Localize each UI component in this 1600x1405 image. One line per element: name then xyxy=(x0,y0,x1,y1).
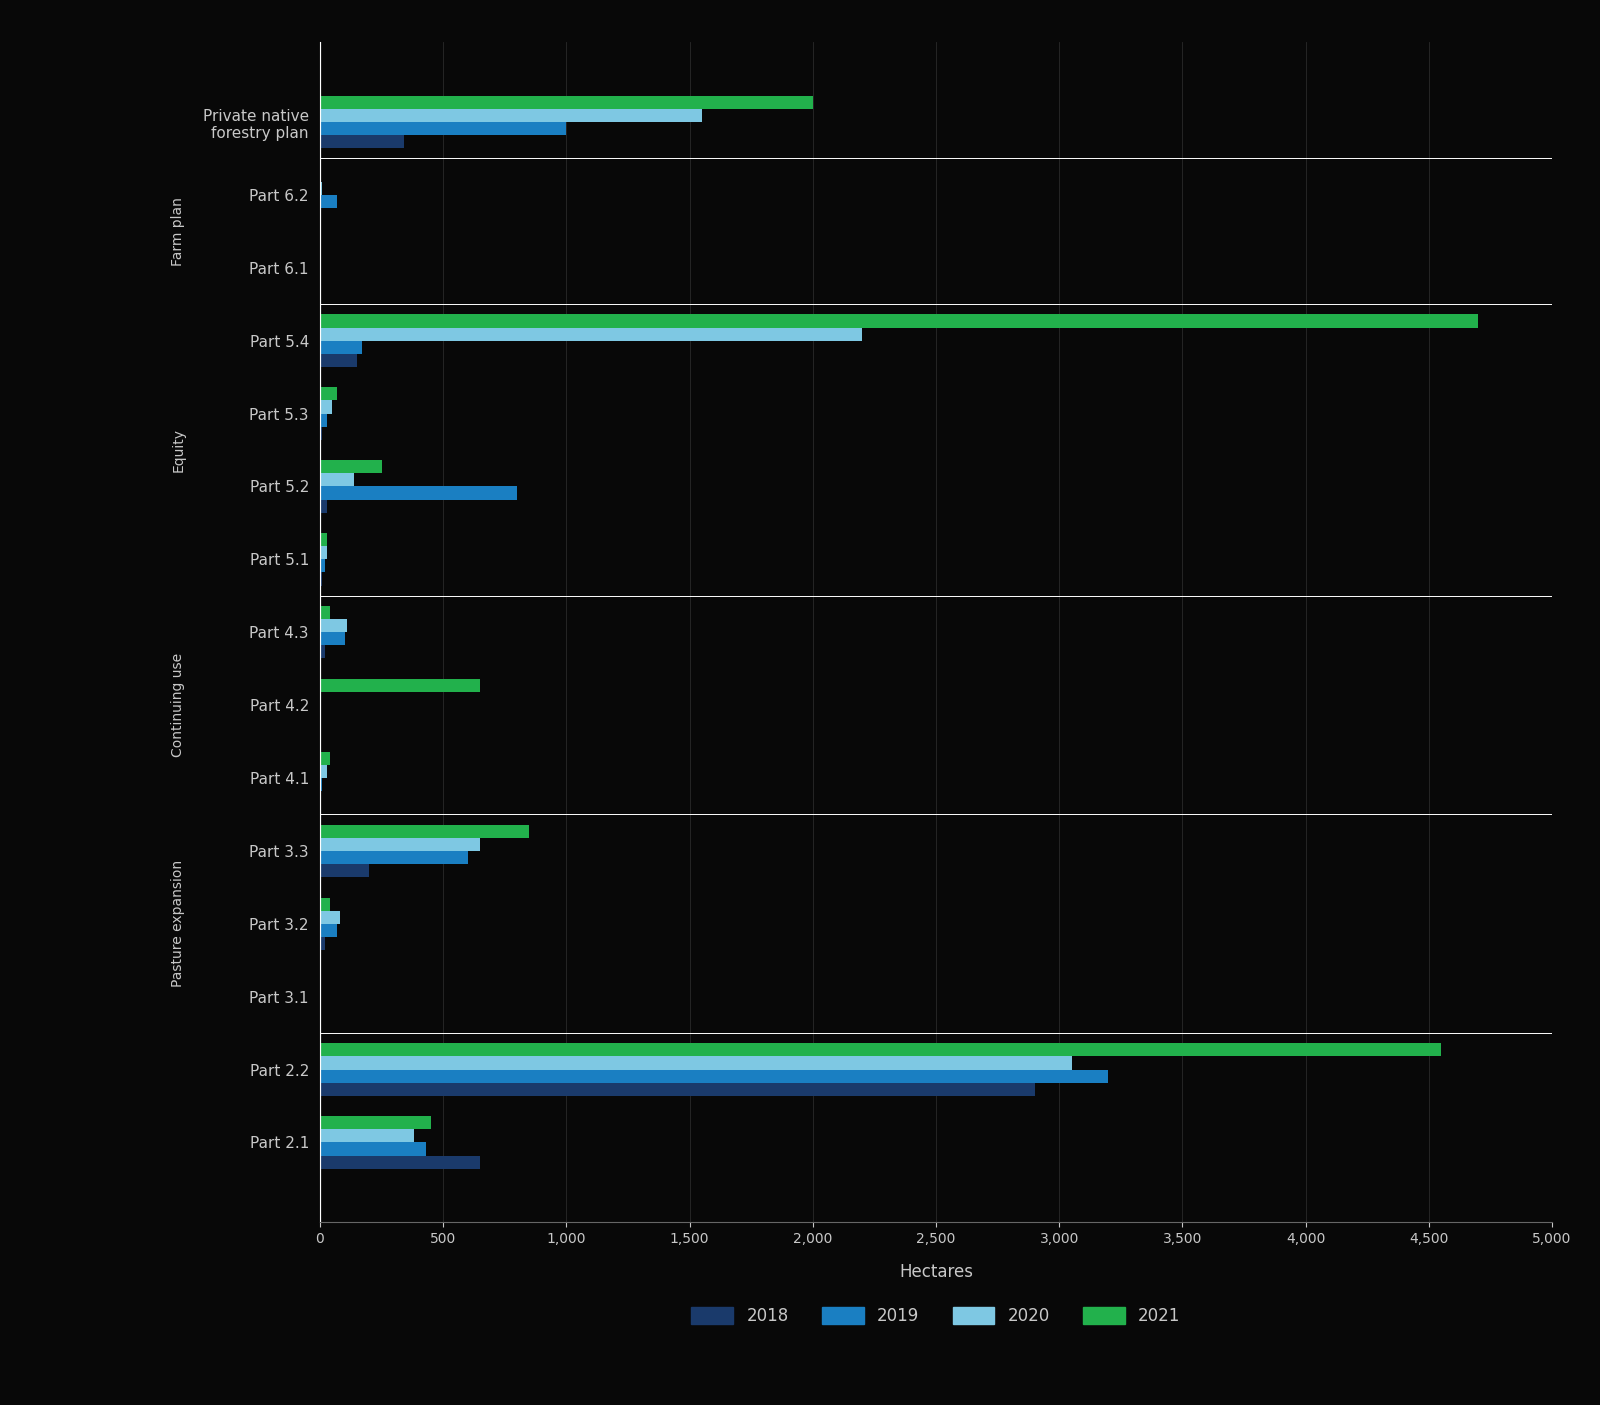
Bar xyxy=(320,500,328,513)
Bar xyxy=(320,1069,1109,1083)
Text: Farm plan: Farm plan xyxy=(171,197,186,266)
Bar xyxy=(320,752,330,764)
Bar xyxy=(320,473,355,486)
Bar xyxy=(320,679,480,693)
Bar xyxy=(320,1044,1442,1057)
Bar xyxy=(320,122,566,135)
Bar xyxy=(320,354,357,367)
Bar xyxy=(320,572,323,586)
Bar xyxy=(320,110,702,122)
Bar xyxy=(320,1057,1072,1069)
Bar xyxy=(320,315,1478,327)
X-axis label: Hectares: Hectares xyxy=(899,1263,973,1281)
Bar xyxy=(320,1116,430,1130)
Bar xyxy=(320,837,480,851)
Bar xyxy=(320,632,344,645)
Bar xyxy=(320,559,325,572)
Bar xyxy=(320,864,370,877)
Bar xyxy=(320,898,330,910)
Bar xyxy=(320,645,325,659)
Bar xyxy=(320,413,328,427)
Bar xyxy=(320,937,325,950)
Bar xyxy=(320,1155,480,1169)
Bar xyxy=(320,461,382,473)
Text: Equity: Equity xyxy=(171,429,186,472)
Bar xyxy=(320,532,328,547)
Bar xyxy=(320,924,338,937)
Bar xyxy=(320,486,517,500)
Text: Pasture expansion: Pasture expansion xyxy=(171,860,186,988)
Bar xyxy=(320,1130,414,1142)
Bar xyxy=(320,764,328,778)
Bar xyxy=(320,96,813,110)
Bar xyxy=(320,606,330,620)
Bar xyxy=(320,388,338,400)
Bar xyxy=(320,195,338,208)
Legend: 2018, 2019, 2020, 2021: 2018, 2019, 2020, 2021 xyxy=(685,1301,1187,1332)
Bar xyxy=(320,851,467,864)
Bar xyxy=(320,340,362,354)
Bar xyxy=(320,620,347,632)
Bar xyxy=(320,181,323,195)
Bar xyxy=(320,135,403,149)
Bar xyxy=(320,1083,1035,1096)
Text: Continuing use: Continuing use xyxy=(171,653,186,757)
Bar xyxy=(320,825,530,837)
Bar xyxy=(320,327,862,340)
Bar xyxy=(320,427,323,440)
Bar xyxy=(320,1142,426,1155)
Bar xyxy=(320,910,339,924)
Bar xyxy=(320,547,328,559)
Bar xyxy=(320,400,333,413)
Bar xyxy=(320,778,323,791)
